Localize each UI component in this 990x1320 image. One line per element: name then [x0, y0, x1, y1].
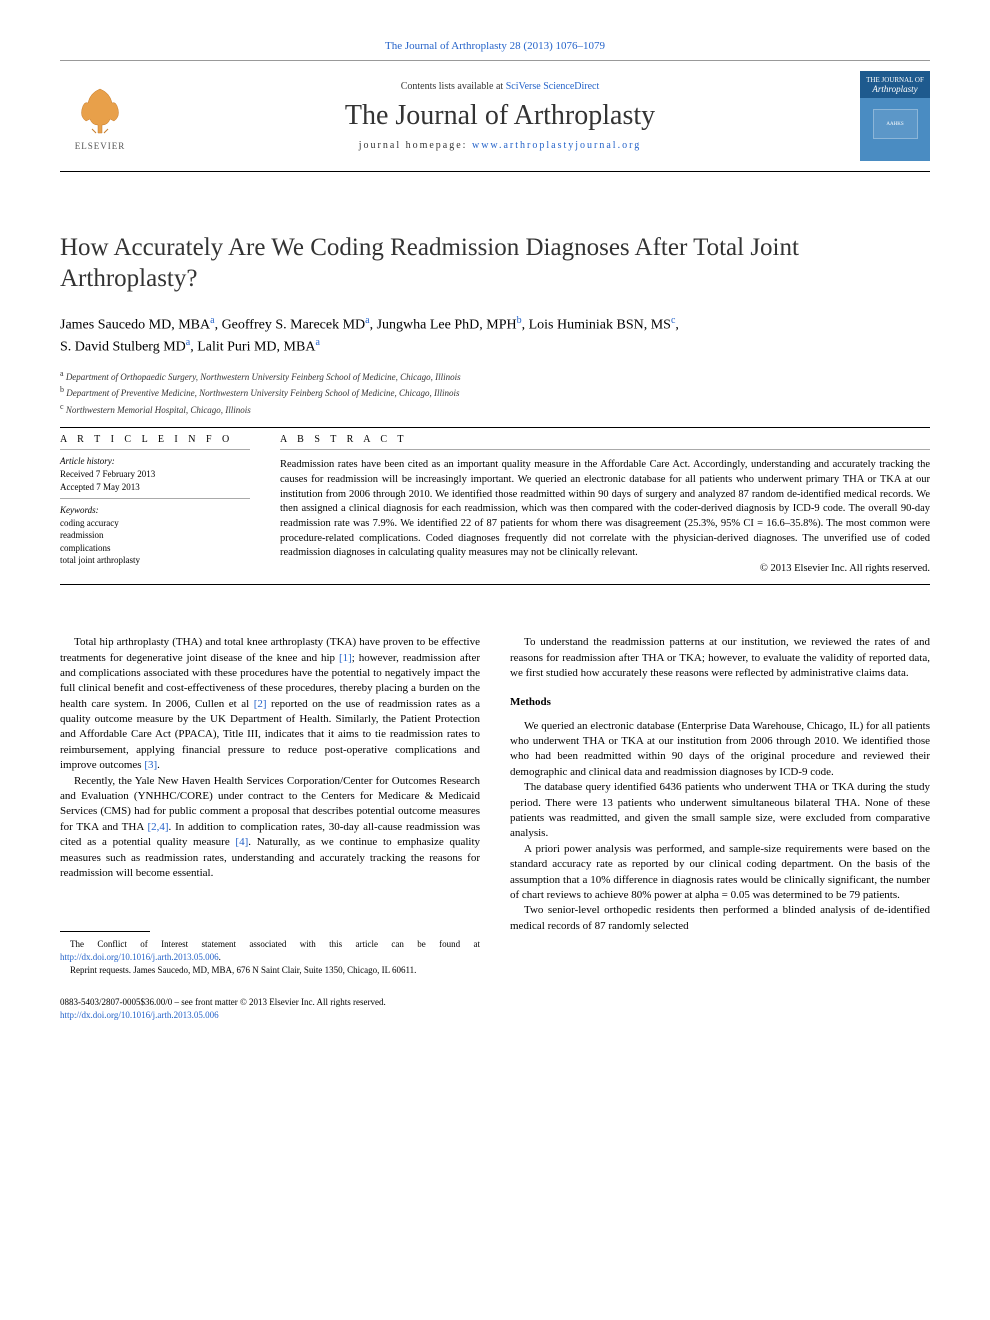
methods-heading: Methods [510, 695, 930, 710]
conflict-text: The Conflict of Interest statement assoc… [70, 939, 480, 949]
affiliations: a Department of Orthopaedic Surgery, Nor… [60, 368, 930, 418]
journal-cover[interactable]: THE JOURNAL OF Arthroplasty AAHKS [860, 71, 930, 161]
author-1: James Saucedo MD, MBA [60, 317, 210, 332]
reprint-requests: Reprint requests. James Saucedo, MD, MBA… [60, 964, 480, 977]
article-info: A R T I C L E I N F O Article history: R… [60, 434, 250, 574]
abstract: A B S T R A C T Readmission rates have b… [280, 434, 930, 574]
sciencedirect-link[interactable]: SciVerse ScienceDirect [506, 81, 600, 92]
abstract-text: Readmission rates have been cited as an … [280, 458, 930, 561]
footer: 0883-5403/2807-0005$36.00/0 – see front … [60, 996, 930, 1021]
conflict-link[interactable]: http://dx.doi.org/10.1016/j.arth.2013.05… [60, 952, 219, 962]
keyword-4: total joint arthroplasty [60, 554, 250, 567]
footer-doi-link[interactable]: http://dx.doi.org/10.1016/j.arth.2013.05… [60, 1009, 930, 1022]
homepage-prefix: journal homepage: [359, 140, 472, 151]
conflict-period: . [219, 952, 221, 962]
author-6-affil[interactable]: a [315, 337, 319, 348]
affiliation-c: Northwestern Memorial Hospital, Chicago,… [66, 405, 251, 415]
author-2: , Geoffrey S. Marecek MD [215, 317, 366, 332]
abstract-divider [280, 449, 930, 450]
contents-prefix: Contents lists available at [401, 81, 506, 92]
elsevier-label: ELSEVIER [75, 141, 126, 151]
body-r-p1: To understand the readmission patterns a… [510, 635, 930, 681]
ref-link-4[interactable]: [4] [235, 836, 248, 848]
keywords-heading: Keywords: [60, 505, 250, 515]
rule-above-info [60, 427, 930, 428]
author-4: , Lois Huminiak BSN, MS [522, 317, 671, 332]
elsevier-tree-icon [70, 81, 130, 141]
abstract-copyright: © 2013 Elsevier Inc. All rights reserved… [280, 563, 930, 574]
article-info-heading: A R T I C L E I N F O [60, 434, 250, 445]
author-6: , Lalit Puri MD, MBA [190, 340, 315, 355]
journal-citation[interactable]: The Journal of Arthroplasty 28 (2013) 10… [60, 40, 930, 52]
footnotes: The Conflict of Interest statement assoc… [60, 938, 480, 976]
rule-below-abstract [60, 584, 930, 585]
cover-small-title: THE JOURNAL OF [866, 76, 924, 84]
body-r-p4: A priori power analysis was performed, a… [510, 842, 930, 904]
body-r-p3: The database query identified 6436 patie… [510, 780, 930, 842]
body-r-p2: We queried an electronic database (Enter… [510, 719, 930, 781]
left-column: Total hip arthroplasty (THA) and total k… [60, 635, 480, 976]
keyword-1: coding accuracy [60, 517, 250, 530]
abstract-heading: A B S T R A C T [280, 434, 930, 445]
contents-line: Contents lists available at SciVerse Sci… [140, 81, 860, 92]
keyword-3: complications [60, 542, 250, 555]
body-p1-d: . [157, 759, 160, 771]
footnote-rule [60, 931, 150, 932]
affiliation-a: Department of Orthopaedic Surgery, North… [66, 372, 461, 382]
cover-org-logo: AAHKS [873, 109, 918, 139]
accepted-date: Accepted 7 May 2013 [60, 481, 250, 494]
journal-header: ELSEVIER Contents lists available at Sci… [60, 60, 930, 172]
right-column: To understand the readmission patterns a… [510, 635, 930, 976]
article-title: How Accurately Are We Coding Readmission… [60, 232, 930, 295]
keyword-2: readmission [60, 529, 250, 542]
elsevier-logo[interactable]: ELSEVIER [60, 76, 140, 156]
author-sep: , [675, 317, 679, 332]
author-3: , Jungwha Lee PhD, MPH [370, 317, 517, 332]
ref-link-3[interactable]: [3] [144, 759, 157, 771]
info-divider-1 [60, 449, 250, 450]
ref-link-1[interactable]: [1] [339, 652, 352, 664]
history-heading: Article history: [60, 456, 250, 466]
ref-link-24[interactable]: [2,4] [147, 821, 168, 833]
affiliation-b: Department of Preventive Medicine, North… [66, 388, 459, 398]
received-date: Received 7 February 2013 [60, 468, 250, 481]
journal-name: The Journal of Arthroplasty [140, 100, 860, 132]
homepage-line: journal homepage: www.arthroplastyjourna… [140, 140, 860, 151]
homepage-link[interactable]: www.arthroplastyjournal.org [472, 140, 641, 151]
body-r-p5: Two senior-level orthopedic residents th… [510, 903, 930, 934]
footer-copyright: 0883-5403/2807-0005$36.00/0 – see front … [60, 996, 930, 1009]
author-5: S. David Stulberg MD [60, 340, 186, 355]
info-divider-2 [60, 498, 250, 499]
cover-main-title: Arthroplasty [872, 84, 917, 94]
authors: James Saucedo MD, MBA a , Geoffrey S. Mare… [60, 313, 930, 358]
ref-link-2[interactable]: [2] [254, 698, 267, 710]
